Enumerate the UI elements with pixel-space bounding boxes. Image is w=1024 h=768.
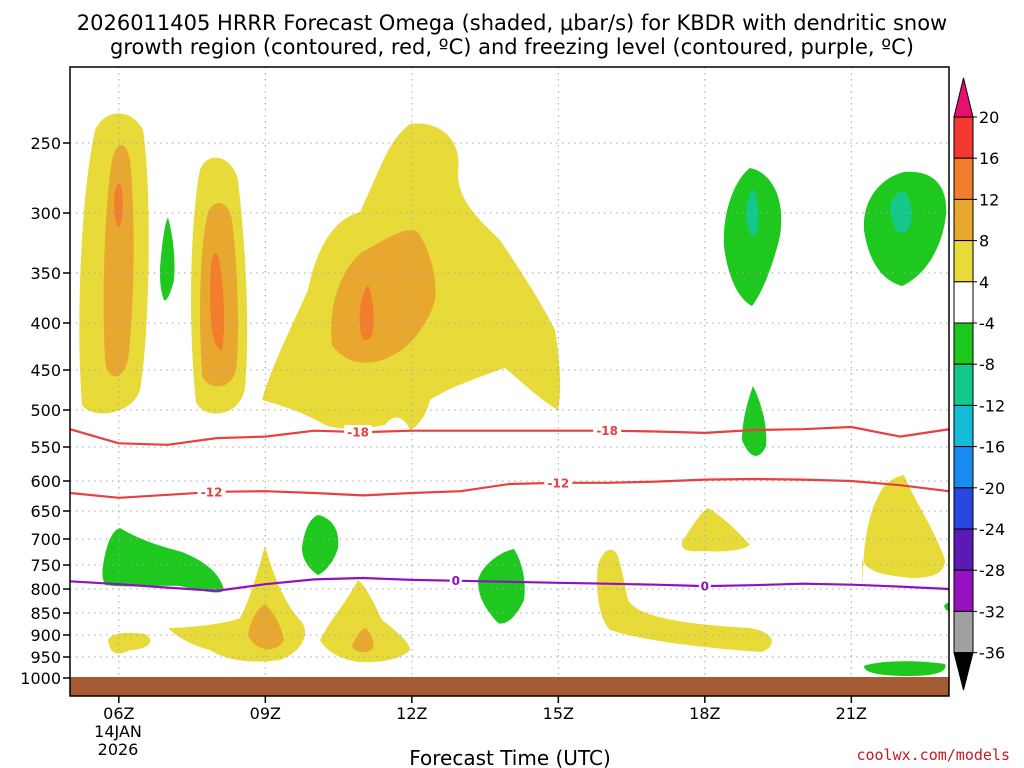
y-tick-label-1000: 1000 (20, 669, 61, 688)
contour-label--18-1: -18 (596, 424, 618, 438)
y-tick-label-800: 800 (30, 580, 61, 599)
credit-text: coolwx.com/models (856, 746, 1010, 764)
colorbar-label-3: 8 (979, 232, 989, 251)
contour-label-bg--18-0 (344, 425, 373, 440)
y-axis: 250 300 350 400 450 500 550 600 650 700 750 800 850 9… (20, 134, 70, 688)
contour-label-bg-0-0 (449, 573, 462, 588)
colorbar-label-4: 4 (979, 273, 989, 292)
colorbar-swatch-7 (953, 363, 974, 406)
ground-surface (70, 677, 949, 696)
contour-label-0-1: 0 (701, 580, 709, 594)
colorbar-label-5: -4 (979, 314, 995, 333)
y-tick-label-350: 350 (30, 264, 61, 283)
x-tick-label-09Z: 09Z (250, 704, 281, 723)
colorbar-label-11: -28 (979, 561, 1005, 580)
y-tick-label-950: 950 (30, 648, 61, 667)
y-tick-label-850: 850 (30, 604, 61, 623)
colorbar-swatch-9 (953, 446, 974, 489)
colorbar-label-7: -12 (979, 396, 1005, 415)
contour-label--12-0: -12 (201, 486, 223, 500)
omega-shading (79, 113, 949, 676)
colorbar-bottom-arrow (953, 652, 974, 691)
colorbar-swatch-6 (953, 322, 974, 365)
contour-line--18 (70, 425, 949, 446)
chart-title-line-2: growth region (contoured, red, ºC) and f… (110, 35, 914, 59)
colorbar-swatch-8 (953, 404, 974, 448)
y-tick-label-650: 650 (30, 502, 61, 521)
x-date-line-1: 14JAN (94, 722, 142, 741)
contour-label-bg--12-0 (197, 485, 226, 500)
y-tick-label-900: 900 (30, 626, 61, 645)
y-tick-label-300: 300 (30, 204, 61, 223)
y-tick-label-700: 700 (30, 530, 61, 549)
colorbar-label-13: -36 (979, 644, 1005, 663)
colorbar-swatch-13 (953, 610, 974, 654)
colorbar-label-2: 12 (979, 190, 999, 209)
plot-area: -18 -18 -12 -12 0 0 (69, 66, 950, 697)
plot-frame (69, 66, 950, 697)
colorbar-label-1: 16 (979, 149, 999, 168)
chart-title-line-1: 2026011405 HRRR Forecast Omega (shaded, … (77, 11, 947, 35)
colorbar-label-12: -32 (979, 602, 1005, 621)
colorbar-swatch-11 (953, 528, 974, 571)
omega-teal-regions (746, 189, 912, 236)
colorbar-label-6: -8 (979, 355, 995, 374)
x-axis: 06Z 09Z 12Z 15Z 18Z 21Z (103, 696, 867, 723)
colorbar-label-8: -16 (979, 438, 1005, 457)
contour-label-0-0: 0 (452, 574, 460, 588)
x-tick-label-12Z: 12Z (396, 704, 427, 723)
y-tick-label-450: 450 (30, 361, 61, 380)
contour-label--18-0: -18 (347, 426, 369, 440)
colorbar-swatch-4 (953, 240, 974, 283)
y-tick-label-400: 400 (30, 314, 61, 333)
y-tick-label-550: 550 (30, 438, 61, 457)
x-tick-label-18Z: 18Z (689, 704, 720, 723)
x-tick-label-21Z: 21Z (836, 704, 867, 723)
contour-label--12-1: -12 (547, 476, 569, 490)
colorbar-top-arrow (953, 77, 974, 118)
colorbar-label-0: 20 (979, 108, 999, 127)
colorbar-swatch-1 (953, 116, 974, 159)
y-tick-label-600: 600 (30, 472, 61, 491)
contour-lines: -18 -18 -12 -12 0 0 (70, 423, 949, 594)
grid-lines (70, 67, 949, 696)
contour-label-bg--12-1 (544, 475, 573, 490)
colorbar-swatch-2 (953, 157, 974, 200)
x-axis-label: Forecast Time (UTC) (409, 746, 611, 768)
contour-label-bg-0-1 (698, 579, 711, 594)
contour-label-bg--18-1 (593, 423, 622, 438)
contour-line-0 (70, 576, 949, 592)
y-tick-label-250: 250 (30, 134, 61, 153)
x-tick-label-06Z: 06Z (103, 704, 134, 723)
y-tick-label-750: 750 (30, 556, 61, 575)
omega-green-regions (102, 168, 949, 676)
y-tick-label-500: 500 (30, 401, 61, 420)
colorbar-label-9: -20 (979, 479, 1005, 498)
x-tick-label-15Z: 15Z (543, 704, 574, 723)
colorbar-swatch-10 (953, 487, 974, 530)
colorbar: 20 16 12 8 4 -4 -8 -12 -16 -20 -24 -28 -32 -36 (953, 77, 1005, 691)
colorbar-swatch-3 (953, 198, 974, 242)
colorbar-swatch-12 (953, 569, 974, 612)
colorbar-label-10: -24 (979, 520, 1005, 539)
x-date-line-2: 2026 (98, 740, 139, 759)
colorbar-swatch-5 (953, 281, 974, 324)
